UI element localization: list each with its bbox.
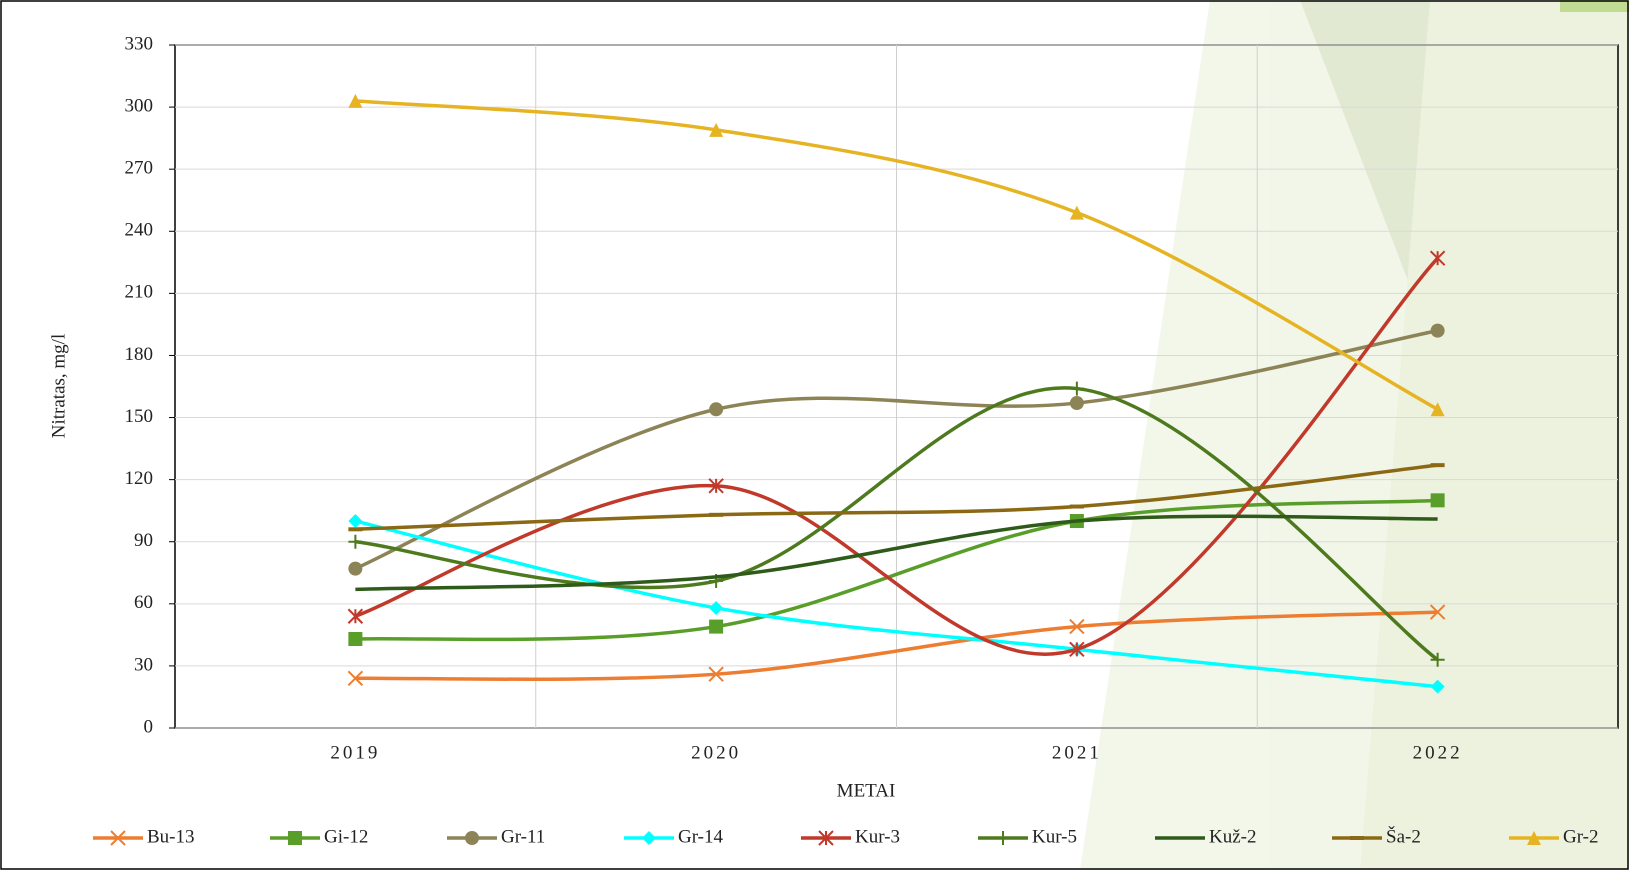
legend-item: Gr-11: [447, 826, 545, 847]
y-tick-label: 270: [125, 158, 154, 179]
marker: [465, 831, 479, 845]
marker: [1070, 396, 1084, 410]
marker: [1070, 206, 1084, 220]
y-tick-label: 120: [125, 468, 154, 489]
x-tick-label: 2020: [691, 742, 741, 763]
legend-label: Gr-14: [678, 826, 723, 847]
marker: [348, 535, 362, 549]
y-tick-label: 300: [125, 95, 154, 116]
y-tick-label: 240: [125, 220, 154, 241]
y-tick-label: 150: [125, 406, 154, 427]
marker: [348, 609, 362, 623]
y-axis-label: Nitratas, mg/l: [48, 334, 69, 438]
y-tick-label: 0: [144, 716, 154, 737]
marker: [1431, 324, 1445, 338]
y-tick-label: 330: [125, 33, 154, 54]
legend-item: Bu-13: [93, 826, 195, 847]
y-tick-label: 210: [125, 282, 154, 303]
marker: [709, 601, 723, 615]
marker: [1431, 493, 1445, 507]
x-axis-label: METAI: [837, 780, 896, 801]
y-tick-label: 180: [125, 344, 154, 365]
legend-item: Kur-5: [978, 826, 1077, 847]
marker: [288, 831, 302, 845]
legend-label: Ša-2: [1386, 825, 1421, 847]
chart: Nitratas, mg/l METAI 0 30 60 90 120 150 180 210…: [0, 0, 1629, 870]
marker: [348, 562, 362, 576]
marker: [996, 831, 1010, 845]
legend-label: Kur-5: [1032, 826, 1077, 847]
marker: [709, 402, 723, 416]
marker: [348, 632, 362, 646]
background-decoration: [1080, 0, 1629, 870]
legend-item: Gr-14: [624, 826, 723, 847]
marker: [1070, 382, 1084, 396]
x-tick-label: 2021: [1052, 742, 1102, 763]
marker: [642, 831, 656, 845]
legend-label: Gr-2: [1563, 826, 1599, 847]
legend-label: Kuž-2: [1209, 826, 1256, 847]
y-tick-label: 60: [134, 592, 153, 613]
y-tick-label: 30: [134, 654, 153, 675]
y-tick-label: 90: [134, 530, 153, 551]
legend-label: Gi-12: [324, 826, 368, 847]
legend-label: Kur-3: [855, 826, 900, 847]
x-tick-label: 2022: [1413, 742, 1463, 763]
legend-label: Gr-11: [501, 826, 545, 847]
legend-label: Bu-13: [147, 826, 195, 847]
x-tick-label: 2019: [330, 742, 380, 763]
legend-item: Kur-3: [801, 826, 900, 847]
marker: [348, 514, 362, 528]
legend-item: Gi-12: [270, 826, 368, 847]
marker: [709, 620, 723, 634]
